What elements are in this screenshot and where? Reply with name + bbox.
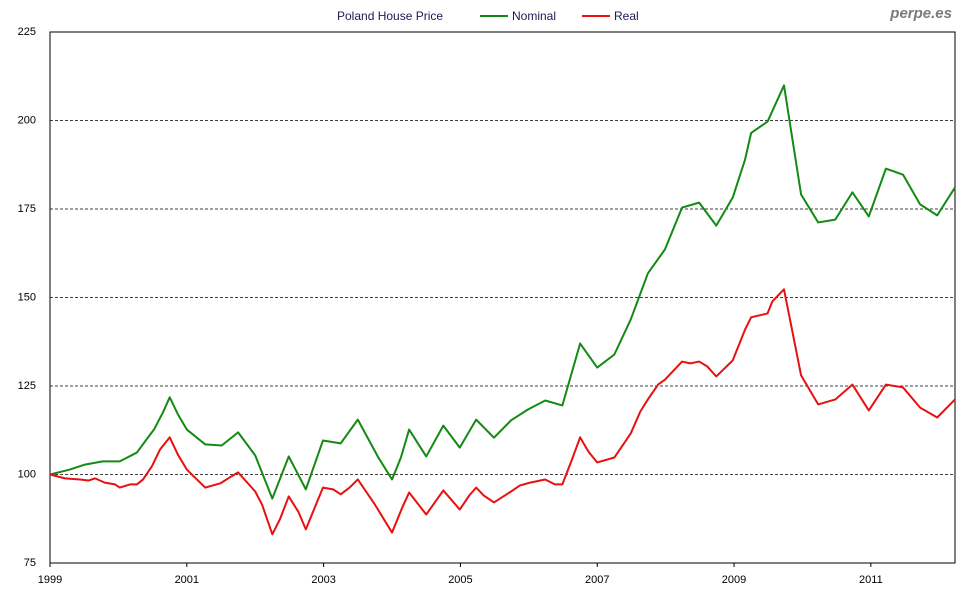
legend-label: Nominal <box>512 9 556 23</box>
y-tick-label: 100 <box>18 468 36 480</box>
line <box>49 84 956 500</box>
y-tick-label: 225 <box>18 26 36 38</box>
x-tick-label: 1999 <box>38 574 62 586</box>
plot-frame <box>49 31 956 564</box>
legend-label: Real <box>614 9 639 23</box>
y-tick-label: 75 <box>24 557 36 569</box>
y-tick-label: 150 <box>18 291 36 303</box>
y-tick-label: 125 <box>18 380 36 392</box>
x-tick-label: 2003 <box>311 574 335 586</box>
line <box>49 288 956 536</box>
x-tick-label: 2001 <box>175 574 199 586</box>
x-tick-label: 2007 <box>585 574 609 586</box>
x-tick-label: 2005 <box>448 574 472 586</box>
x-tick-label: 2011 <box>859 574 883 586</box>
y-tick-label: 175 <box>18 203 36 215</box>
watermark: perpe.es <box>889 5 952 22</box>
x-tick-label: 2009 <box>722 574 746 586</box>
chart-title: Poland House Price <box>337 9 443 23</box>
y-tick-label: 200 <box>18 114 36 126</box>
